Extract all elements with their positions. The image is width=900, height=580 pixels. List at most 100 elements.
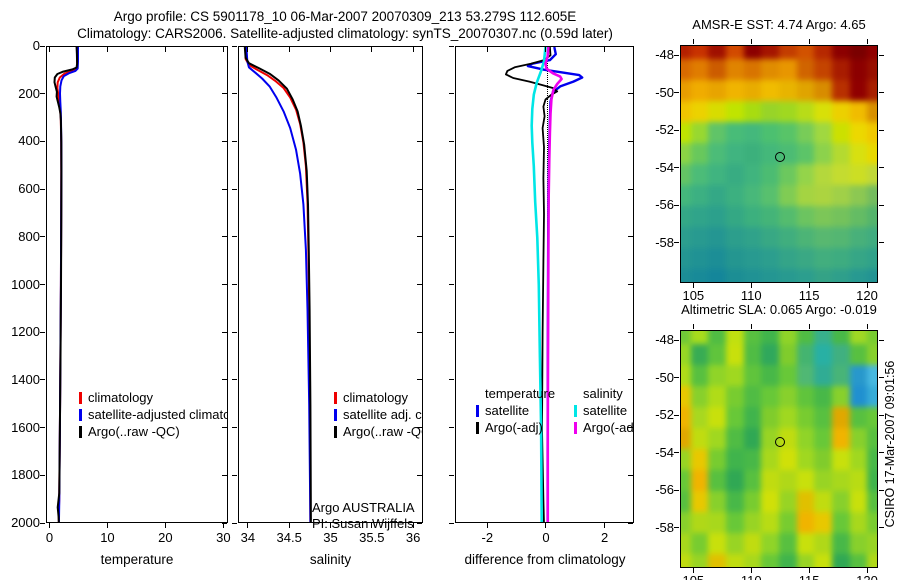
lat-tick-label: -56 <box>655 482 674 498</box>
tick-mark <box>866 39 868 44</box>
y-tick-label: 1200 <box>11 324 40 340</box>
tick-mark <box>40 284 45 285</box>
y-tick-label: 1400 <box>11 371 40 387</box>
tick-mark <box>232 379 237 381</box>
tick-mark <box>879 204 884 206</box>
y-tick-label: 800 <box>18 228 40 244</box>
legend-item: climatology <box>334 389 422 406</box>
sla-map-title: Altimetric SLA: 0.065 Argo: -0.019 <box>681 302 877 317</box>
tick-mark <box>674 339 679 341</box>
tick-mark <box>628 140 633 142</box>
x-tick-label: 35 <box>323 530 338 545</box>
lat-tick-label: -48 <box>655 47 674 63</box>
tick-mark <box>750 283 752 288</box>
tick-mark <box>222 140 227 142</box>
lat-tick-label: -52 <box>655 407 674 423</box>
salinity-argo-adj--series <box>544 47 563 522</box>
lat-tick-label: -48 <box>655 332 674 348</box>
tick-mark <box>628 93 633 95</box>
legend-marker <box>334 391 337 404</box>
tick-mark <box>674 377 679 379</box>
lat-tick-label: -58 <box>655 519 674 535</box>
tick-mark <box>412 523 414 528</box>
tick-mark <box>232 188 237 190</box>
tick-mark <box>371 523 373 528</box>
argo-australia-annotation: Argo AUSTRALIA PI: Susan Wijffels <box>312 500 415 532</box>
legend-marker <box>476 404 479 417</box>
figure-title-line1: Argo profile: CS 5901178_10 06-Mar-2007 … <box>113 9 577 24</box>
tick-mark <box>40 331 45 333</box>
tick-mark <box>232 331 237 333</box>
tick-mark <box>692 39 694 44</box>
tick-mark <box>412 47 414 52</box>
tick-mark <box>106 47 108 52</box>
tick-mark <box>288 523 290 528</box>
tick-mark <box>674 242 679 244</box>
tick-mark <box>449 522 454 524</box>
tick-mark <box>692 283 694 288</box>
tick-mark <box>879 54 884 56</box>
tick-mark <box>808 568 810 573</box>
tick-mark <box>164 47 166 52</box>
tick-mark <box>222 284 227 285</box>
legend-group: temperature satellite Argo(-adj) <box>476 385 555 436</box>
argo-raw-qc--series <box>53 47 79 522</box>
x-tick-label: -2 <box>481 530 494 545</box>
heatmap-grid <box>681 331 877 567</box>
legend-marker <box>334 425 337 438</box>
lat-tick-label: -56 <box>655 197 674 213</box>
legend-group-header: temperature <box>485 386 556 401</box>
tick-mark <box>232 284 237 285</box>
tick-mark <box>674 54 679 56</box>
tick-mark <box>545 523 547 528</box>
legend-item: Argo(..raw -QC) <box>79 423 227 440</box>
tick-mark <box>750 39 752 44</box>
legend-marker <box>79 391 82 404</box>
temperature-satellite-series <box>526 47 584 522</box>
climatology-series <box>244 47 312 522</box>
tick-mark <box>232 427 237 429</box>
tick-mark <box>222 236 227 238</box>
tick-mark <box>866 324 868 329</box>
tick-mark <box>222 379 227 381</box>
difference-profile-panel: temperature satellite Argo(-adj) salinity sa… <box>449 45 634 545</box>
tick-mark <box>330 47 331 52</box>
legend-item: satellite <box>476 402 555 419</box>
tick-mark <box>545 47 547 52</box>
tick-mark <box>232 140 237 142</box>
legend-item: satellite-adjusted climatology <box>79 406 227 423</box>
tick-mark <box>879 452 884 454</box>
x-tick-label: 30 <box>216 530 231 545</box>
tick-mark <box>449 379 454 381</box>
tick-mark <box>604 523 606 528</box>
tick-mark <box>674 414 679 416</box>
legend: climatology satellite-adjusted climatolog… <box>79 389 227 440</box>
tick-mark <box>417 236 422 238</box>
tick-mark <box>879 339 884 341</box>
tick-mark <box>247 523 249 528</box>
legend-label: climatology <box>88 390 154 405</box>
tick-mark <box>232 45 237 47</box>
legend-label: Argo(-adj) <box>583 420 634 435</box>
legend-label: satellite <box>485 403 530 418</box>
tick-mark <box>40 45 45 47</box>
lat-tick-label: -52 <box>655 122 674 138</box>
x-tick-label: 0 <box>542 530 550 545</box>
y-tick-label: 0 <box>32 38 40 53</box>
argo-position-marker <box>774 437 785 447</box>
lon-tick-label: 120 <box>856 288 878 303</box>
lat-tick-label: -50 <box>655 84 674 100</box>
argo-position-marker <box>774 152 785 162</box>
x-tick-label: 0 <box>45 530 54 545</box>
y-tick-label: 200 <box>18 85 40 101</box>
lat-tick-label: -58 <box>655 234 674 250</box>
y-tick-label: 1000 <box>11 276 40 292</box>
satellite-adj-clim--series <box>245 47 312 522</box>
legend-item: Argo(-adj) <box>574 419 634 436</box>
tick-mark <box>674 527 679 529</box>
figure-title-line2: Climatology: CARS2006. Satellite-adjuste… <box>77 26 613 41</box>
tick-mark <box>808 39 810 44</box>
tick-mark <box>40 188 45 190</box>
tick-mark <box>48 523 50 528</box>
